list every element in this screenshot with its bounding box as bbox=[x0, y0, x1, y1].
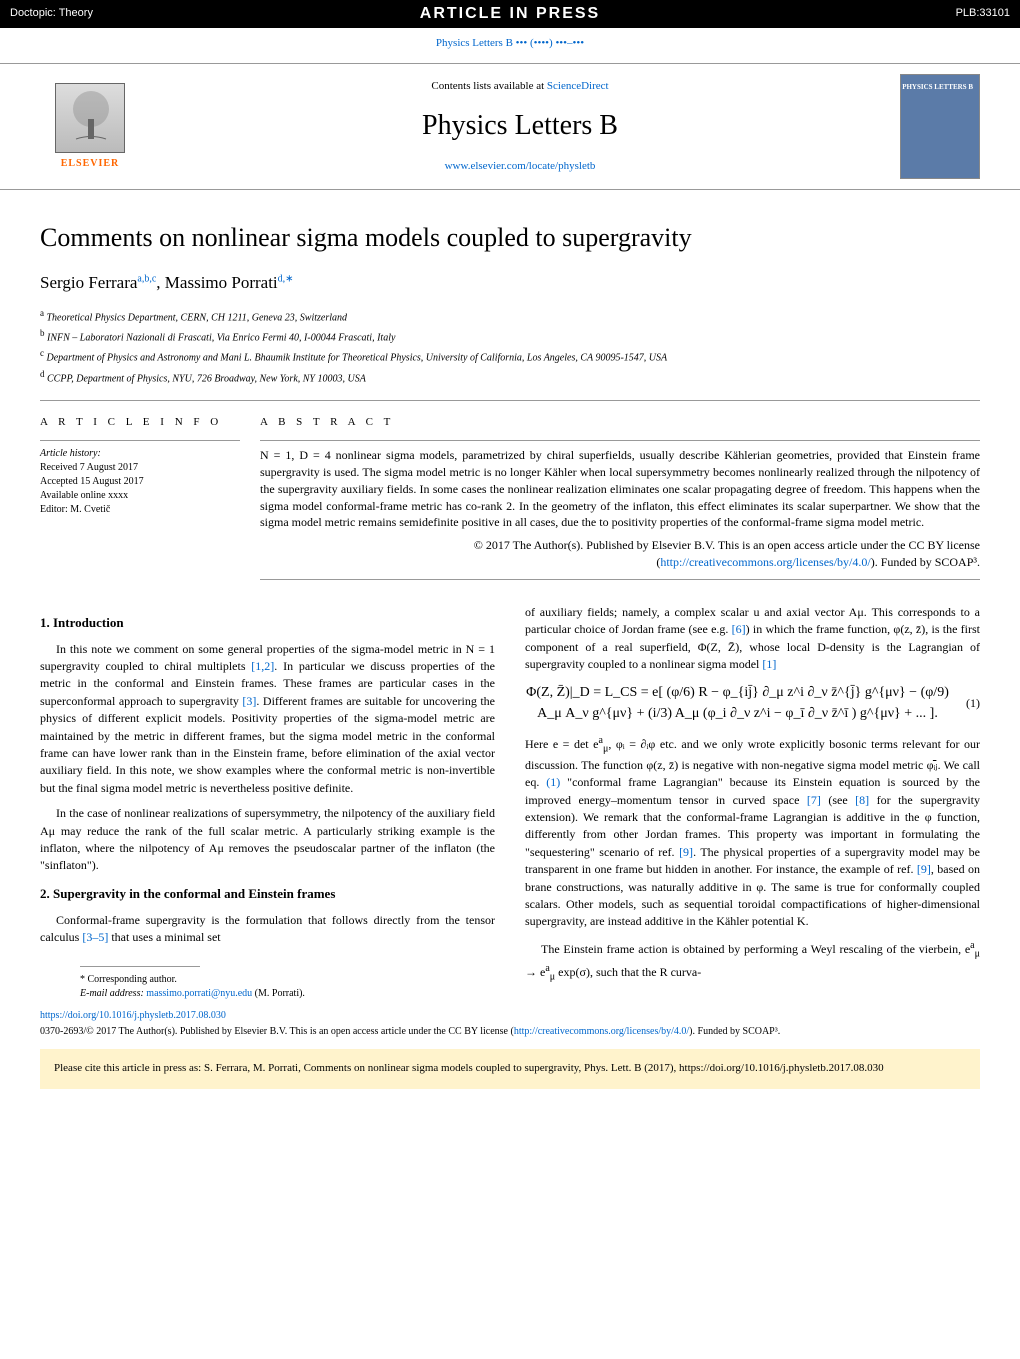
info-divider bbox=[40, 440, 240, 441]
journal-header: ELSEVIER Contents lists available at Sci… bbox=[0, 63, 1020, 190]
affiliation-d: d CCPP, Department of Physics, NYU, 726 … bbox=[40, 368, 980, 386]
abstract-divider bbox=[260, 440, 980, 441]
ref-1-2[interactable]: [1,2] bbox=[251, 659, 274, 673]
email-person: (M. Porrati). bbox=[252, 988, 305, 999]
info-abstract-row: A R T I C L E I N F O Article history: R… bbox=[40, 415, 980, 580]
elsevier-tree-icon bbox=[55, 83, 125, 153]
affiliation-c: c Department of Physics and Astronomy an… bbox=[40, 347, 980, 365]
footnote-separator bbox=[80, 966, 200, 967]
abstract-panel: A B S T R A C T N = 1, D = 4 nonlinear s… bbox=[260, 415, 980, 580]
aff-text-d: CCPP, Department of Physics, NYU, 726 Br… bbox=[45, 373, 366, 384]
p6-a: The Einstein frame action is obtained by… bbox=[541, 942, 970, 956]
affiliation-a: a Theoretical Physics Department, CERN, … bbox=[40, 307, 980, 325]
equation-1-number: (1) bbox=[950, 695, 980, 712]
para-2: In the case of nonlinear realizations of… bbox=[40, 805, 495, 875]
footnotes-block: * Corresponding author. E-mail address: … bbox=[80, 973, 455, 1001]
journal-name: Physics Letters B bbox=[140, 106, 900, 145]
license-tail: ). Funded by SCOAP³. bbox=[871, 555, 980, 569]
ref-3-5[interactable]: [3–5] bbox=[82, 930, 108, 944]
p5-c: (see bbox=[821, 793, 855, 807]
article-in-press-banner: ARTICLE IN PRESS bbox=[260, 3, 760, 25]
affiliation-b: b INFN – Laboratori Nazionali di Frascat… bbox=[40, 327, 980, 345]
equation-1: Φ(Z, Z̄)|_D = L_CS = e[ (φ/6) R − φ_{ij̄… bbox=[525, 683, 950, 724]
para-3: Conformal-frame supergravity is the form… bbox=[40, 912, 495, 947]
available-online: Available online xxxx bbox=[40, 489, 240, 503]
elsevier-brand-text: ELSEVIER bbox=[61, 157, 120, 171]
ref-7[interactable]: [7] bbox=[807, 793, 821, 807]
p1-text-c: . Different frames are suitable for unco… bbox=[40, 694, 495, 795]
ref-8[interactable]: [8] bbox=[855, 793, 869, 807]
article-title: Comments on nonlinear sigma models coupl… bbox=[40, 220, 980, 256]
author-1: Sergio Ferrara bbox=[40, 273, 137, 292]
contents-prefix: Contents lists available at bbox=[431, 80, 546, 92]
abstract-license: © 2017 The Author(s). Published by Elsev… bbox=[260, 537, 980, 571]
journal-center-panel: Contents lists available at ScienceDirec… bbox=[140, 79, 900, 175]
copyright-line: 0370-2693/© 2017 The Author(s). Publishe… bbox=[40, 1025, 980, 1039]
email-link[interactable]: massimo.porrati@nyu.edu bbox=[146, 988, 252, 999]
equation-1-row: Φ(Z, Z̄)|_D = L_CS = e[ (φ/6) R − φ_{ij̄… bbox=[525, 683, 980, 724]
email-label: E-mail address: bbox=[80, 988, 146, 999]
aff-text-a: Theoretical Physics Department, CERN, CH… bbox=[44, 312, 347, 323]
affiliations-block: a Theoretical Physics Department, CERN, … bbox=[0, 307, 1020, 386]
author-2-affil: d,∗ bbox=[278, 273, 294, 284]
author-1-affil: a,b,c bbox=[137, 273, 156, 284]
p6-c: exp(σ), such that the R curva- bbox=[555, 965, 701, 979]
journal-cover-thumbnail: PHYSICS LETTERS B bbox=[900, 74, 980, 179]
cover-title-text: PHYSICS LETTERS B bbox=[902, 83, 973, 93]
top-banner: Doctopic: Theory ARTICLE IN PRESS PLB:33… bbox=[0, 0, 1020, 28]
corresponding-author: * Corresponding author. bbox=[80, 973, 455, 987]
journal-reference-line: Physics Letters B ••• (••••) •••–••• bbox=[0, 28, 1020, 63]
sciencedirect-link[interactable]: ScienceDirect bbox=[547, 80, 609, 92]
para-1: In this note we comment on some general … bbox=[40, 641, 495, 798]
authors-line: Sergio Ferraraa,b,c, Massimo Porratid,∗ bbox=[40, 271, 980, 295]
email-line: E-mail address: massimo.porrati@nyu.edu … bbox=[80, 987, 455, 1001]
para-4: of auxiliary fields; namely, a complex s… bbox=[525, 604, 980, 674]
article-info-heading: A R T I C L E I N F O bbox=[40, 415, 240, 430]
divider-1 bbox=[40, 400, 980, 401]
ref-eq1[interactable]: (1) bbox=[546, 775, 560, 789]
para-5: Here e = det eaμ, φᵢ = ∂ᵢφ etc. and we o… bbox=[525, 734, 980, 931]
p6-sub1: μ bbox=[975, 948, 980, 959]
aff-text-b: INFN – Laboratori Nazionali di Frascati,… bbox=[45, 332, 396, 343]
citation-box: Please cite this article in press as: S.… bbox=[40, 1049, 980, 1088]
abstract-bottom-divider bbox=[260, 579, 980, 580]
elsevier-logo: ELSEVIER bbox=[40, 77, 140, 177]
doi-link[interactable]: https://doi.org/10.1016/j.physletb.2017.… bbox=[40, 1009, 980, 1023]
ref-3[interactable]: [3] bbox=[242, 694, 256, 708]
contents-available-text: Contents lists available at ScienceDirec… bbox=[140, 79, 900, 94]
abstract-heading: A B S T R A C T bbox=[260, 415, 980, 430]
article-code: PLB:33101 bbox=[760, 6, 1010, 21]
right-column: of auxiliary fields; namely, a complex s… bbox=[525, 604, 980, 1002]
abstract-text: N = 1, D = 4 nonlinear sigma models, par… bbox=[260, 447, 980, 531]
body-two-columns: 1. Introduction In this note we comment … bbox=[40, 604, 980, 1002]
copyright-license-link[interactable]: http://creativecommons.org/licenses/by/4… bbox=[514, 1026, 689, 1037]
received-date: Received 7 August 2017 bbox=[40, 461, 240, 475]
para-6: The Einstein frame action is obtained by… bbox=[525, 939, 980, 985]
section-2-heading: 2. Supergravity in the conformal and Ein… bbox=[40, 885, 495, 904]
accepted-date: Accepted 15 August 2017 bbox=[40, 475, 240, 489]
history-label: Article history: bbox=[40, 447, 240, 461]
doctopic-label: Doctopic: Theory bbox=[10, 6, 260, 21]
p3-text-b: that uses a minimal set bbox=[108, 930, 220, 944]
ref-1[interactable]: [1] bbox=[762, 657, 776, 671]
ref-9b[interactable]: [9] bbox=[917, 862, 931, 876]
p5-a: Here e = det e bbox=[525, 737, 598, 751]
editor-line: Editor: M. Cvetič bbox=[40, 503, 240, 517]
copyright-prefix: 0370-2693/© 2017 The Author(s). Publishe… bbox=[40, 1026, 514, 1037]
ref-6[interactable]: [6] bbox=[732, 622, 746, 636]
corr-text: Corresponding author. bbox=[88, 974, 177, 985]
copyright-tail: ). Funded by SCOAP³. bbox=[689, 1026, 780, 1037]
left-column: 1. Introduction In this note we comment … bbox=[40, 604, 495, 1002]
aff-text-c: Department of Physics and Astronomy and … bbox=[44, 353, 667, 364]
license-link[interactable]: http://creativecommons.org/licenses/by/4… bbox=[660, 555, 870, 569]
p6-b: → e bbox=[525, 965, 545, 979]
journal-url-link[interactable]: www.elsevier.com/locate/physletb bbox=[140, 159, 900, 174]
author-2: , Massimo Porrati bbox=[156, 273, 277, 292]
ref-9a[interactable]: [9] bbox=[679, 845, 693, 859]
article-info-panel: A R T I C L E I N F O Article history: R… bbox=[40, 415, 260, 580]
section-1-heading: 1. Introduction bbox=[40, 614, 495, 633]
